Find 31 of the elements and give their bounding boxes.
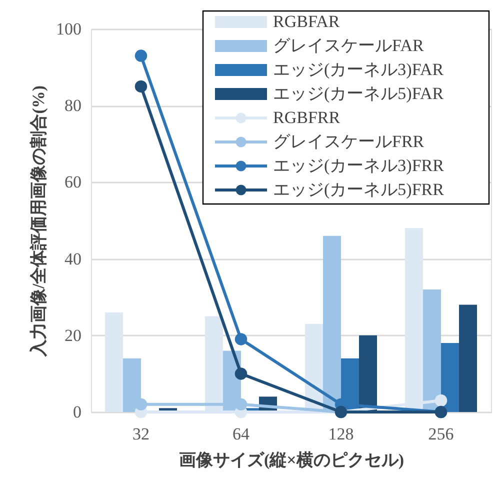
y-tick-label: 40 (64, 249, 82, 268)
legend-label: エッジ(カーネル3)FRR (273, 156, 445, 175)
bar (441, 343, 459, 412)
x-tick-label: 64 (232, 424, 250, 444)
point (134, 398, 148, 410)
y-tick-label: 80 (64, 96, 82, 116)
y-axis-title: 入力画像/全体評価用画像の割合(%) (29, 85, 48, 358)
point (234, 398, 248, 410)
y-tick-label: 20 (64, 326, 82, 345)
point (134, 80, 148, 93)
y-tick-label: 60 (64, 172, 82, 192)
x-tick-label: 256 (428, 424, 454, 444)
bar (105, 312, 123, 412)
legend-label: RGBFRR (273, 108, 341, 127)
x-tick-label: 128 (328, 424, 354, 444)
legend-label: グレイスケールFAR (273, 36, 424, 55)
point (234, 368, 248, 380)
y-tick-label: 100 (56, 20, 82, 38)
legend-label: RGBFAR (273, 12, 340, 31)
y-tick-label: 0 (73, 402, 82, 422)
legend-label: エッジ(カーネル3)FAR (273, 60, 444, 79)
point (134, 50, 148, 62)
x-axis-title: 画像サイズ(縦×横のピクセル) (178, 450, 404, 470)
point (434, 394, 448, 407)
x-tick-label: 32 (132, 424, 150, 444)
point (234, 333, 248, 346)
legend-label: エッジ(カーネル5)FAR (273, 84, 444, 103)
legend-label: エッジ(カーネル5)FRR (273, 180, 445, 199)
legend-label: グレイスケールFRR (273, 132, 425, 151)
bar (423, 289, 441, 412)
bar (459, 304, 477, 412)
